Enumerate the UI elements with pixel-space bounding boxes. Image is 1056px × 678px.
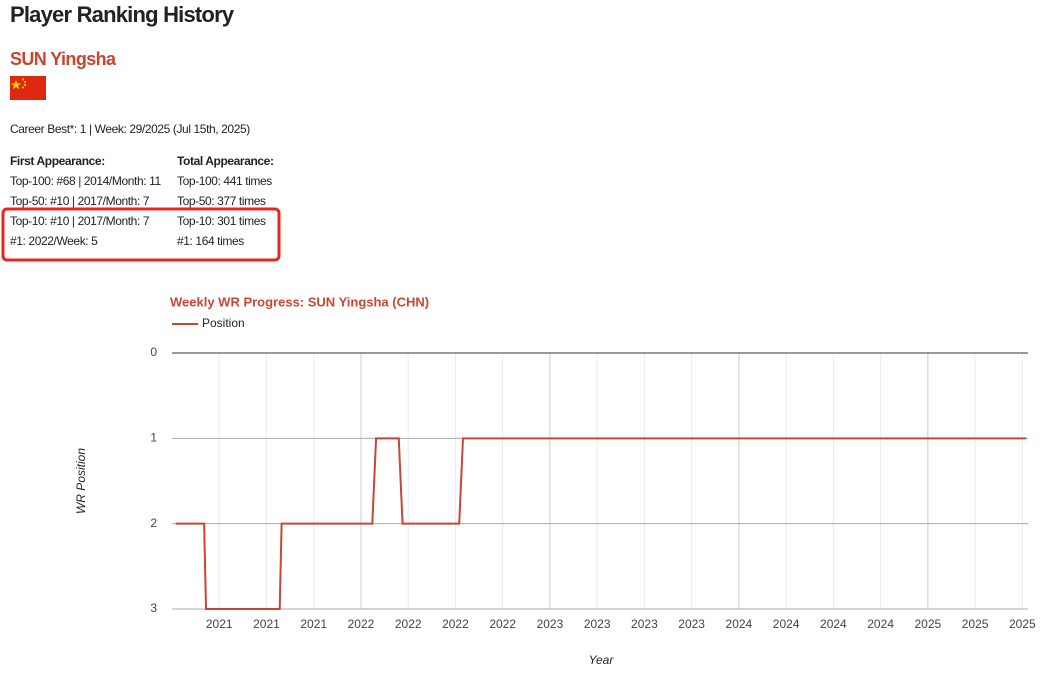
stat-line: #1: 2022/Week: 5 [10,234,98,248]
stat-line: Top-10: 301 times [177,214,266,228]
x-tick-label: 2021 [206,617,233,631]
chart: Weekly WR Progress: SUN Yingsha (CHN) Pos… [74,294,1036,667]
x-tick-label: 2023 [678,617,705,631]
flag [10,76,46,100]
stat-line: Top-100: 441 times [177,174,272,188]
x-tick-label: 2024 [773,617,800,631]
y-tick-label: 0 [150,345,157,359]
highlight-box [1,207,281,262]
x-tick-label: 2024 [726,617,753,631]
page-title: Player Ranking History [10,2,235,27]
x-tick-label: 2025 [1009,617,1036,631]
stat-line: Top-50: 377 times [177,194,266,208]
x-tick-label: 2022 [489,617,516,631]
x-tick-label: 2024 [867,617,894,631]
x-tick-label: 2021 [253,617,280,631]
column-heading: First Appearance: [10,154,105,168]
stat-line: Top-10: #10 | 2017/Month: 7 [10,214,150,228]
y-axis-title: WR Position [74,448,88,514]
stat-line: Top-50: #10 | 2017/Month: 7 [10,194,150,208]
y-tick-label: 3 [150,601,157,615]
y-tick-label: 2 [150,516,157,530]
x-tick-label: 2023 [631,617,658,631]
column-heading: Total Appearance: [177,154,274,168]
stat-line: #1: 164 times [177,234,244,248]
x-tick-label: 2023 [584,617,611,631]
data-line [175,437,1027,610]
legend-label: Position [202,316,245,330]
x-tick-label: 2025 [962,617,989,631]
x-axis-title: Year [589,653,615,667]
career-best: Career Best*: 1 | Week: 29/2025 (Jul 15t… [10,122,250,136]
x-tick-label: 2021 [300,617,327,631]
player-name: SUN Yingsha [10,49,117,69]
y-tick-label: 1 [150,431,157,445]
x-tick-label: 2022 [348,617,375,631]
x-tick-label: 2024 [820,617,847,631]
x-tick-label: 2022 [395,617,422,631]
x-tick-label: 2022 [442,617,469,631]
x-tick-label: 2025 [914,617,941,631]
chart-title: Weekly WR Progress: SUN Yingsha (CHN) [170,294,429,309]
stat-line: Top-100: #68 | 2014/Month: 11 [10,174,161,188]
x-tick-label: 2023 [537,617,564,631]
